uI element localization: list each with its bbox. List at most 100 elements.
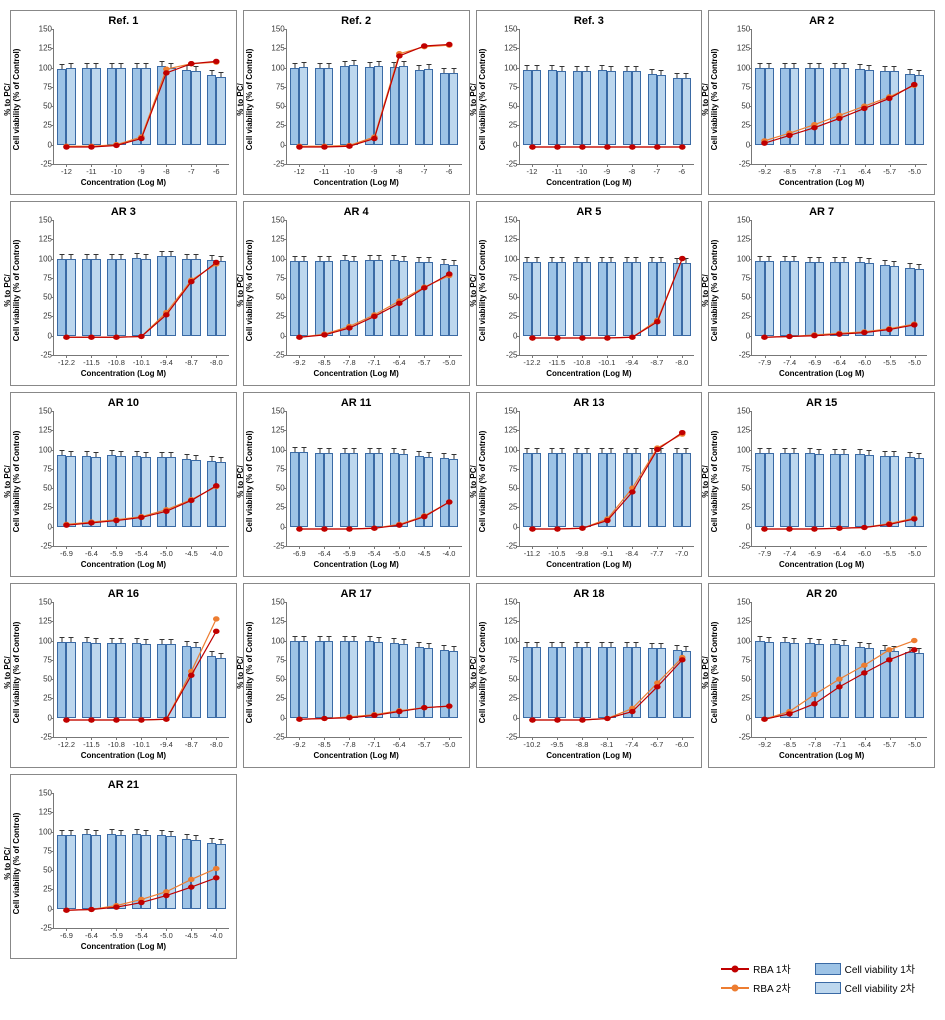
- x-axis-label: Concentration (Log M): [711, 751, 932, 760]
- y-tick-label: -25: [728, 160, 750, 169]
- y-tick-label: 150: [496, 407, 518, 416]
- plot-area: -250255075100125150-12-11-10-9-8-7-6: [53, 29, 229, 165]
- x-tick-label: -11: [86, 167, 96, 176]
- y-tick-label: 0: [30, 904, 52, 913]
- rba1-marker: [679, 658, 685, 662]
- rba1-marker: [213, 876, 219, 880]
- x-tick-label: -11: [552, 167, 562, 176]
- rba1-marker: [812, 702, 818, 706]
- x-tick-label: -8.7: [185, 358, 198, 367]
- rba1-marker: [296, 335, 302, 339]
- rba2-marker: [887, 648, 893, 652]
- y-tick-label: 25: [263, 694, 285, 703]
- y-tick-label: 25: [263, 121, 285, 130]
- rba1-marker: [64, 908, 70, 912]
- x-tick-label: -10.5: [548, 549, 565, 558]
- y-tick-label: 50: [496, 675, 518, 684]
- plot-area: -250255075100125150-6.9-6.4-5.9-5.4-5.0-…: [53, 411, 229, 547]
- y-tick-label: 25: [30, 694, 52, 703]
- rba2-line: [532, 259, 682, 338]
- rba2-marker: [189, 877, 195, 881]
- x-axis-label: Concentration (Log M): [479, 369, 700, 378]
- y-tick-label: 75: [30, 273, 52, 282]
- line-overlay: [752, 602, 927, 737]
- y-tick-label: 150: [30, 25, 52, 34]
- x-tick-label: -11.5: [549, 358, 566, 367]
- rba2-line: [532, 658, 682, 720]
- x-tick-label: -8.4: [625, 549, 638, 558]
- x-tick-label: -6.7: [650, 740, 663, 749]
- x-tick-label: -4.5: [418, 549, 431, 558]
- x-tick-label: -5.9: [343, 549, 356, 558]
- x-tick-label: -6.9: [60, 549, 73, 558]
- x-tick-label: -9: [371, 167, 378, 176]
- line-overlay: [287, 602, 462, 737]
- x-tick-label: -8: [163, 167, 170, 176]
- rba1-marker: [629, 335, 635, 339]
- rba1-marker: [812, 126, 818, 130]
- x-axis-label: Concentration (Log M): [246, 369, 467, 378]
- x-tick-label: -8.5: [318, 358, 331, 367]
- rba1-marker: [446, 42, 452, 46]
- rba1-marker: [912, 517, 918, 521]
- x-tick-label: -5.0: [393, 549, 406, 558]
- y-tick-label: 125: [728, 44, 750, 53]
- y-tick-label: 0: [263, 522, 285, 531]
- y-tick-label: 0: [728, 713, 750, 722]
- rba1-marker: [787, 334, 793, 338]
- rba1-marker: [579, 718, 585, 722]
- x-tick-label: -5.7: [418, 740, 431, 749]
- rba1-marker: [554, 718, 560, 722]
- y-tick-label: 50: [496, 102, 518, 111]
- x-tick-label: -9.1: [600, 549, 613, 558]
- x-tick-label: -7.1: [833, 167, 846, 176]
- rba2-line: [66, 62, 216, 146]
- y-tick-label: -25: [728, 733, 750, 742]
- rba1-marker: [164, 71, 170, 75]
- line-overlay: [54, 29, 229, 164]
- rba1-marker: [89, 335, 95, 339]
- x-tick-label: -5.4: [368, 549, 381, 558]
- x-tick-label: -8.0: [210, 358, 223, 367]
- x-tick-label: -7.1: [368, 740, 381, 749]
- x-tick-label: -7.1: [368, 358, 381, 367]
- y-tick-label: 125: [30, 808, 52, 817]
- chart-panel: AR 18% to PC/Cell viability (% of Contro…: [476, 583, 703, 768]
- rba1-marker: [629, 145, 635, 149]
- legend-cv1: Cell viability 1차: [815, 961, 915, 976]
- y-tick-label: 50: [496, 484, 518, 493]
- chart-panel: AR 16% to PC/Cell viability (% of Contro…: [10, 583, 237, 768]
- rba1-marker: [296, 527, 302, 531]
- y-tick-label: 100: [263, 445, 285, 454]
- y-tick-label: 125: [263, 426, 285, 435]
- legend: RBA 1차 RBA 2차 Cell viability 1차 Cell via…: [10, 961, 935, 995]
- x-axis-label: Concentration (Log M): [479, 560, 700, 569]
- rba1-marker: [396, 54, 402, 58]
- y-tick-label: 125: [263, 235, 285, 244]
- plot-area: -250255075100125150-12.2-11.5-10.8-10.1-…: [53, 602, 229, 738]
- rba1-marker: [862, 525, 868, 529]
- rba2-line: [299, 276, 449, 338]
- x-tick-label: -10.8: [108, 740, 125, 749]
- y-tick-label: 50: [728, 675, 750, 684]
- x-tick-label: -5.7: [418, 358, 431, 367]
- y-tick-label: -25: [30, 733, 52, 742]
- y-tick-label: 25: [496, 312, 518, 321]
- rba1-line: [299, 44, 449, 147]
- y-tick-label: 0: [496, 713, 518, 722]
- rba1-marker: [446, 272, 452, 276]
- rba1-marker: [762, 141, 768, 145]
- y-tick-label: 150: [496, 216, 518, 225]
- rba1-marker: [912, 323, 918, 327]
- x-tick-label: -6.4: [833, 549, 846, 558]
- x-tick-label: -6.4: [833, 358, 846, 367]
- y-tick-label: 25: [30, 312, 52, 321]
- rba1-marker: [64, 145, 70, 149]
- x-tick-label: -4.0: [210, 549, 223, 558]
- y-tick-label: 100: [496, 254, 518, 263]
- line-overlay: [54, 411, 229, 546]
- rba1-marker: [421, 286, 427, 290]
- plot-area: -250255075100125150-7.9-7.4-6.9-6.4-6.0-…: [751, 220, 927, 356]
- x-tick-label: -9.4: [160, 358, 173, 367]
- rba1-marker: [887, 522, 893, 526]
